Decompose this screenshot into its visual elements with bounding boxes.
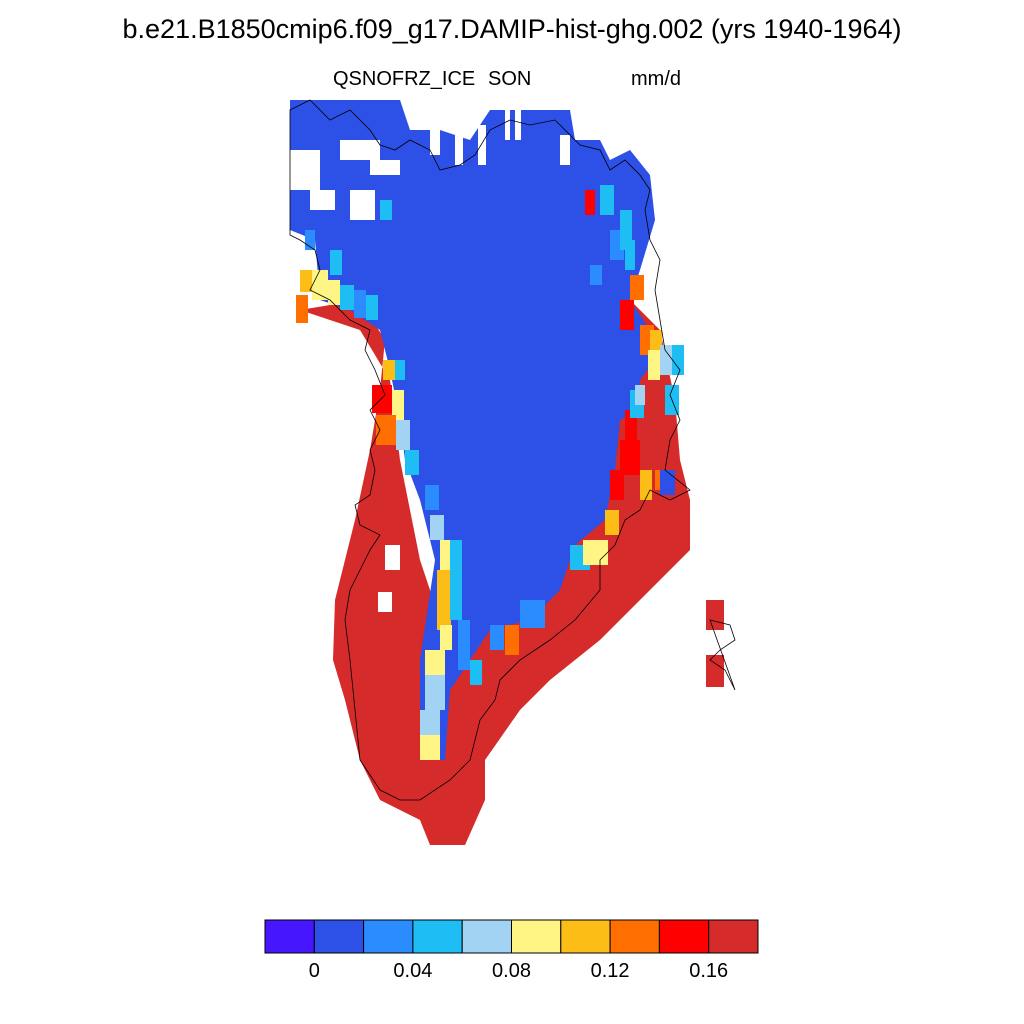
field-cell <box>396 420 410 450</box>
missing-cell <box>455 135 463 165</box>
colorbar-tick-label: 0 <box>308 960 320 982</box>
field-cell <box>585 190 595 215</box>
colorbar-box <box>658 919 710 954</box>
field-cell <box>405 450 419 475</box>
field-cell <box>425 650 445 675</box>
colorbar-box <box>511 919 562 954</box>
field-cell <box>328 280 340 305</box>
field-cell <box>635 385 645 405</box>
field-cell <box>583 540 608 565</box>
variable-label: QSNOFRZ_ICE <box>333 68 476 90</box>
field-blue-region <box>290 100 655 760</box>
field-cell <box>672 345 684 375</box>
colorbar-box <box>313 919 365 954</box>
missing-cell <box>350 190 375 220</box>
colorbar-box <box>412 919 463 954</box>
missing-cell <box>310 190 335 210</box>
field-cell <box>420 735 440 760</box>
field-cell <box>425 675 445 710</box>
colorbar-tick-label: 0.12 <box>590 960 630 982</box>
colorbar-tick-label: 0.08 <box>492 960 531 982</box>
colorbar-box <box>363 919 414 954</box>
field-cell <box>430 515 444 540</box>
field-cell <box>340 285 354 310</box>
field-cell <box>490 625 504 650</box>
plot-title: b.e21.B1850cmip6.f09_g17.DAMIP-hist-ghg.… <box>122 14 902 44</box>
field-cell <box>520 600 545 628</box>
colorbar-box <box>708 919 759 954</box>
missing-cell <box>515 110 521 140</box>
field-cell <box>392 390 404 420</box>
missing-cell <box>478 125 486 165</box>
missing-cell <box>385 545 400 570</box>
field-cell <box>660 470 675 495</box>
field-cell <box>660 345 674 375</box>
field-cell <box>650 330 662 350</box>
field-cells <box>290 110 724 760</box>
field-low-values <box>290 100 655 760</box>
missing-cell <box>340 140 380 160</box>
season-label: SON <box>488 68 532 90</box>
field-cell <box>354 290 366 318</box>
missing-cell <box>370 160 400 175</box>
missing-cell <box>430 130 440 155</box>
field-cell <box>330 250 342 275</box>
field-cell <box>505 625 519 655</box>
colorbar-tick-label: 0.04 <box>393 960 433 982</box>
field-cell <box>372 385 392 413</box>
field-cell <box>395 360 405 380</box>
field-cell <box>425 485 439 510</box>
field-cell <box>440 540 452 570</box>
coastline <box>289 99 736 801</box>
field-cell <box>437 600 451 630</box>
field-cell <box>620 300 634 330</box>
missing-cell <box>505 110 510 140</box>
field-cell <box>305 230 315 250</box>
missing-cell <box>560 135 570 165</box>
field-cell <box>450 540 462 620</box>
field-cell <box>470 660 482 685</box>
field-cell <box>383 360 395 380</box>
missing-cell <box>290 150 320 190</box>
field-cell <box>376 415 396 445</box>
field-cell <box>440 625 452 650</box>
field-cell <box>605 510 619 535</box>
field-cell <box>620 440 640 475</box>
field-cell <box>380 200 392 220</box>
field-cell <box>296 295 308 323</box>
units-label: mm/d <box>631 68 681 90</box>
colorbar-tick-label: 0.16 <box>689 960 729 982</box>
field-cell <box>630 275 644 300</box>
field-cell <box>300 270 312 292</box>
colorbar-box <box>461 919 513 954</box>
field-cell <box>625 240 635 270</box>
field-cell <box>706 655 724 687</box>
field-cell <box>590 265 602 285</box>
field-cell <box>437 570 451 600</box>
coastline-segment <box>709 619 736 691</box>
field-cell <box>366 295 378 320</box>
missing-cell <box>378 592 392 612</box>
coastline-segment <box>289 99 691 801</box>
colorbar-box <box>609 919 660 954</box>
field-cell <box>620 210 632 250</box>
field-cell <box>648 350 660 380</box>
field-cell <box>458 620 470 670</box>
field-cell <box>420 710 440 735</box>
colorbar-box <box>264 919 315 954</box>
field-cell <box>610 470 624 500</box>
field-cell <box>600 185 614 215</box>
colorbar-box <box>560 919 611 954</box>
